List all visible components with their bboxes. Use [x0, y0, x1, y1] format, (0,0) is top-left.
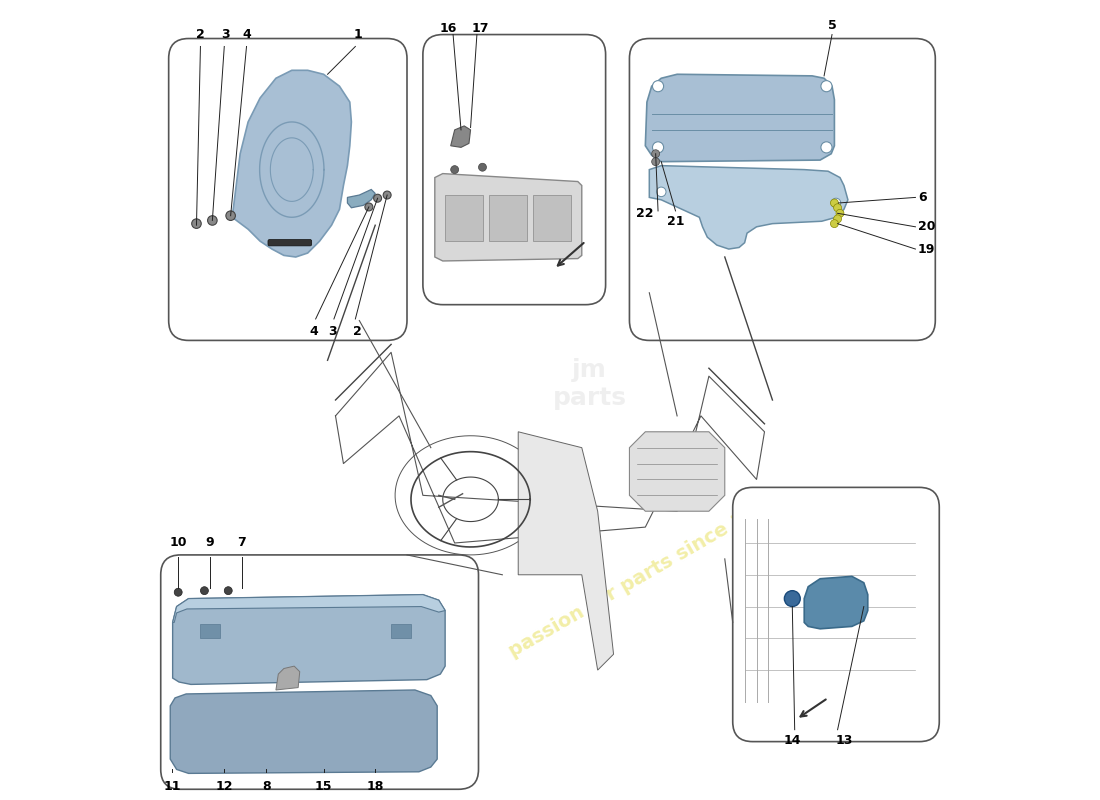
Circle shape: [830, 199, 838, 207]
Text: 6: 6: [917, 191, 926, 204]
Bar: [392, 624, 411, 638]
Text: 22: 22: [636, 207, 653, 220]
Circle shape: [174, 588, 183, 596]
Text: 4: 4: [242, 28, 251, 41]
Text: 2: 2: [353, 325, 362, 338]
Polygon shape: [649, 166, 848, 249]
FancyBboxPatch shape: [733, 487, 939, 742]
Bar: [532, 195, 571, 241]
Text: 13: 13: [835, 734, 852, 746]
FancyBboxPatch shape: [161, 555, 478, 790]
Text: jm
parts: jm parts: [552, 358, 627, 410]
Text: 20: 20: [917, 220, 935, 234]
Text: 12: 12: [216, 780, 233, 793]
Text: 17: 17: [471, 22, 488, 34]
Circle shape: [784, 590, 801, 606]
Polygon shape: [451, 126, 471, 147]
Polygon shape: [232, 70, 351, 257]
Text: 9: 9: [206, 536, 214, 550]
Circle shape: [834, 215, 842, 223]
Text: 5: 5: [827, 19, 836, 32]
Circle shape: [652, 142, 663, 153]
Circle shape: [821, 142, 832, 153]
Circle shape: [451, 166, 459, 174]
Text: 7: 7: [238, 536, 246, 550]
FancyBboxPatch shape: [629, 38, 935, 341]
FancyBboxPatch shape: [168, 38, 407, 341]
Polygon shape: [173, 594, 446, 685]
Text: 2: 2: [196, 28, 205, 41]
Circle shape: [651, 158, 660, 166]
Circle shape: [191, 219, 201, 229]
Circle shape: [652, 81, 663, 92]
Polygon shape: [646, 74, 835, 162]
Text: 1: 1: [353, 28, 362, 41]
Text: 14: 14: [783, 734, 801, 746]
FancyBboxPatch shape: [268, 239, 311, 246]
Bar: [200, 624, 220, 638]
Circle shape: [226, 211, 235, 221]
Text: 8: 8: [262, 780, 271, 793]
Bar: [446, 195, 483, 241]
FancyBboxPatch shape: [422, 34, 606, 305]
Text: 3: 3: [328, 325, 337, 338]
Circle shape: [208, 216, 217, 226]
Polygon shape: [629, 432, 725, 511]
Polygon shape: [173, 594, 446, 622]
Text: 15: 15: [315, 780, 332, 793]
Circle shape: [651, 150, 660, 158]
Text: 10: 10: [169, 536, 187, 550]
Polygon shape: [276, 666, 300, 690]
Text: 11: 11: [163, 780, 180, 793]
Circle shape: [830, 220, 838, 228]
Text: 21: 21: [667, 215, 684, 228]
Text: 16: 16: [440, 22, 456, 34]
Circle shape: [374, 194, 382, 202]
Text: 4: 4: [310, 325, 318, 338]
Text: 3: 3: [221, 28, 230, 41]
Polygon shape: [170, 690, 437, 774]
Circle shape: [383, 191, 392, 199]
Circle shape: [834, 204, 842, 212]
Circle shape: [478, 163, 486, 171]
Polygon shape: [804, 576, 868, 629]
Circle shape: [821, 81, 832, 92]
Polygon shape: [434, 174, 582, 261]
Circle shape: [224, 586, 232, 594]
Circle shape: [832, 198, 840, 208]
Bar: [488, 195, 527, 241]
Circle shape: [365, 203, 373, 211]
Polygon shape: [518, 432, 614, 670]
Polygon shape: [348, 190, 375, 208]
Circle shape: [200, 586, 208, 594]
Text: 19: 19: [917, 242, 935, 255]
Text: 18: 18: [366, 780, 384, 793]
Circle shape: [657, 187, 665, 197]
Text: passion for parts since 1985: passion for parts since 1985: [506, 489, 785, 661]
Circle shape: [836, 210, 844, 218]
